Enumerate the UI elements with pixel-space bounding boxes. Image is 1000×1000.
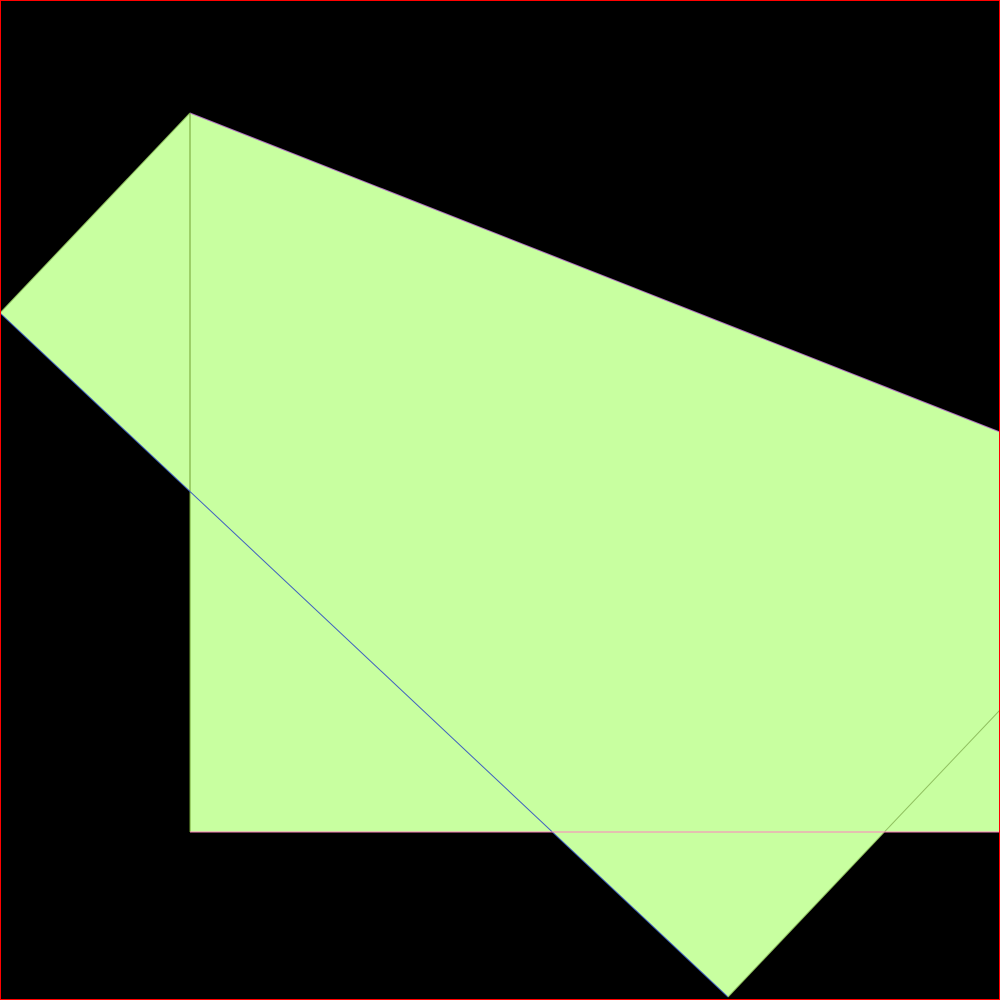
top-slanted-edge bbox=[189, 112, 1000, 433]
shape-edges bbox=[0, 112, 1000, 998]
rectangle-fill bbox=[190, 432, 1000, 832]
lower-left-diagonal-edge bbox=[0, 312, 729, 998]
lower-right-diagonal-edge bbox=[727, 709, 1000, 998]
upper-left-edge bbox=[0, 112, 191, 314]
